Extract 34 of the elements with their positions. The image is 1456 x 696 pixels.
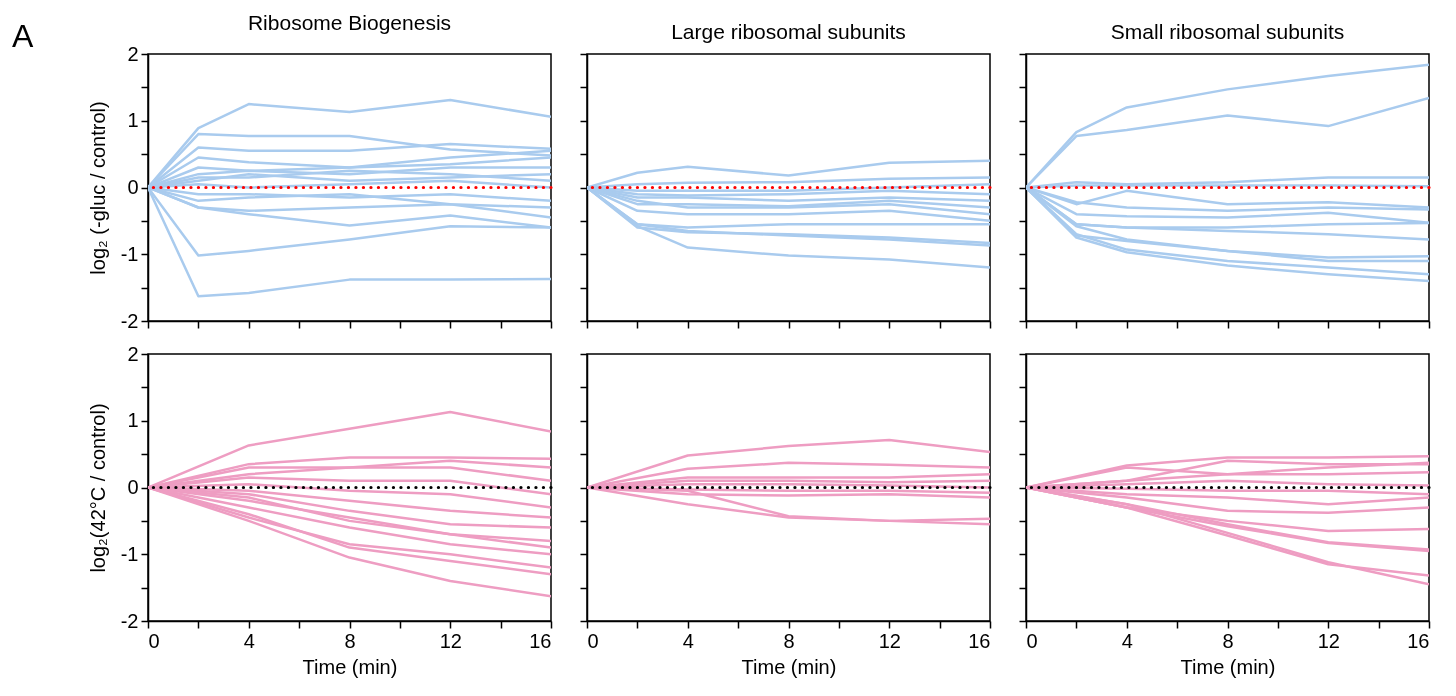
- x-tick-label: 0: [587, 629, 599, 652]
- x-axis-title: Time (min): [741, 655, 837, 678]
- y-axis-title: log₂ (-gluc / control): [86, 101, 109, 275]
- y-tick-label: -1: [120, 542, 139, 565]
- x-tick-label: 12: [439, 629, 462, 652]
- y-tick-label: 0: [127, 176, 139, 198]
- y-axis-title: log₂(42°C / control): [86, 403, 109, 573]
- y-tick-label: -2: [120, 609, 139, 632]
- x-tick-label: 4: [243, 629, 255, 652]
- x-tick-label: 4: [1121, 629, 1133, 652]
- y-tick-label: 1: [127, 109, 139, 132]
- x-tick-label: 12: [1317, 629, 1340, 652]
- x-tick-label: 16: [1407, 629, 1430, 652]
- x-tick-label: 0: [148, 629, 160, 652]
- x-tick-label: 4: [682, 629, 694, 652]
- x-tick-label: 8: [783, 629, 795, 652]
- y-tick-label: 2: [127, 42, 139, 65]
- y-tick-label: -1: [120, 242, 139, 265]
- x-tick-label: 8: [1222, 629, 1234, 652]
- x-tick-label: 8: [344, 629, 356, 652]
- chart-title: Small ribosomal subunits: [1110, 20, 1345, 44]
- chart-title: Large ribosomal subunits: [671, 20, 906, 44]
- y-tick-label: -2: [120, 309, 139, 332]
- x-tick-label: 16: [968, 629, 991, 652]
- x-axis-title: Time (min): [1180, 655, 1276, 678]
- chart-title: Ribosome Biogenesis: [247, 11, 452, 34]
- x-tick-label: 12: [878, 629, 901, 652]
- x-tick-label: 0: [1026, 629, 1038, 652]
- y-tick-label: 1: [127, 409, 139, 432]
- x-axis-title: Time (min): [302, 655, 398, 678]
- x-tick-label: 16: [529, 629, 552, 652]
- text: A: [12, 18, 34, 55]
- y-tick-label: 0: [127, 476, 139, 498]
- y-tick-label: 2: [127, 342, 139, 365]
